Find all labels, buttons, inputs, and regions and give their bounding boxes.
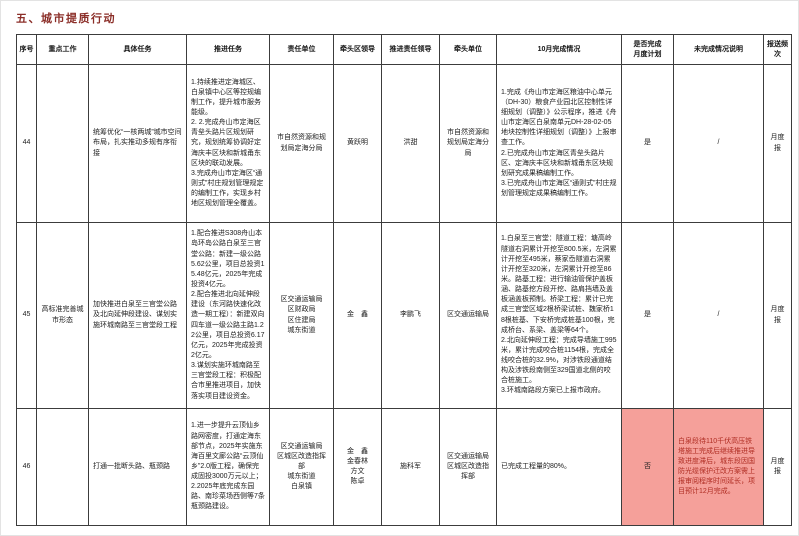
cell-r0-c7: 市自然资源和规划局定海分局 bbox=[439, 64, 497, 223]
header-cell-10: 未完成情况说明 bbox=[673, 34, 764, 65]
cell-r2-c0: 46 bbox=[16, 408, 37, 526]
header-cell-9: 是否完成 月度计划 bbox=[621, 34, 674, 65]
cell-r0-c4: 市自然资源和规划局定海分局 bbox=[269, 64, 334, 223]
table-row: 45 高标准完善城市形态 加快推进白泉至三官堂公路及北向延伸段建设、谋划实施环城南路… bbox=[16, 222, 792, 409]
cell-r2-c1 bbox=[36, 408, 89, 526]
header-cell-2: 具体任务 bbox=[88, 34, 187, 65]
table-row: 44 统筹优化“一核两城”城市空间布局，扎实推动多规有序衔接 1.持续推进定海城区、… bbox=[16, 64, 792, 223]
header-cell-5: 牵头区领导 bbox=[333, 34, 382, 65]
cell-r1-c0: 45 bbox=[16, 222, 37, 409]
header-cell-4: 责任单位 bbox=[269, 34, 334, 65]
header-cell-8: 10月完成情况 bbox=[496, 34, 622, 65]
cell-r0-c8: 1.完成《舟山市定海区粮油中心单元（DH-30）粮食产业园北区控制性详细规划（调… bbox=[496, 64, 622, 223]
cell-r2-c4: 区交通运输局 区城区改造指挥部 城东街道 白泉镇 bbox=[269, 408, 334, 526]
page-title: 五、城市提质行动 bbox=[16, 13, 116, 25]
cell-r2-c2: 打通一批断头路、瓶颈路 bbox=[88, 408, 187, 526]
cell-r1-c11: 月度报 bbox=[763, 222, 792, 409]
cell-r1-c1: 高标准完善城市形态 bbox=[36, 222, 89, 409]
cell-r0-c10: / bbox=[673, 64, 764, 223]
cell-r2-c3: 1.进一步提升云顶仙乡路网密度，打通定海东部节点，2025年实施东海百里文廊公路… bbox=[186, 408, 270, 526]
cell-r2-c9: 否 bbox=[621, 408, 674, 526]
header-cell-1: 重点工作 bbox=[36, 34, 89, 65]
header-cell-7: 牵头单位 bbox=[439, 34, 497, 65]
table-row: 46 打通一批断头路、瓶颈路 1.进一步提升云顶仙乡路网密度，打通定海东部节点，20… bbox=[16, 408, 792, 526]
cell-r1-c6: 李鹏飞 bbox=[381, 222, 440, 409]
cell-r1-c10: / bbox=[673, 222, 764, 409]
cell-r1-c4: 区交通运输局 区财政局 区住建局 城东街道 bbox=[269, 222, 334, 409]
cell-r2-c7: 区交通运输局 区城区改造指挥部 bbox=[439, 408, 497, 526]
cell-r2-c6: 施科军 bbox=[381, 408, 440, 526]
cell-r0-c6: 洪甜 bbox=[381, 64, 440, 223]
cell-r2-c5: 金 鑫 金春林 方文 陈卓 bbox=[333, 408, 382, 526]
cell-r1-c3: 1.配合推进S308舟山本岛环岛公路白泉至三官堂公路：新建一级公路5.62公里，… bbox=[186, 222, 270, 409]
cell-r0-c1 bbox=[36, 64, 89, 223]
cell-r0-c9: 是 bbox=[621, 64, 674, 223]
header-cell-0: 序号 bbox=[16, 34, 37, 65]
cell-r2-c10: 白泉段待110千伏高压铁塔施工完成后继续推进导致进度滞后，城东段因国防光缆保护迁… bbox=[673, 408, 764, 526]
header-cell-3: 推进任务 bbox=[186, 34, 270, 65]
cell-r1-c9: 是 bbox=[621, 222, 674, 409]
header-row: 序号 重点工作 具体任务 推进任务 责任单位 牵头区领导 推进责任领导 牵头单位 10月完成情况… bbox=[16, 34, 792, 65]
cell-r2-c11: 月度报 bbox=[763, 408, 792, 526]
cell-r0-c0: 44 bbox=[16, 64, 37, 223]
cell-r1-c8: 1.白泉至三官堂：隧道工程：塘高岭隧道右洞累计开挖至800.5米，左洞累计开挖至… bbox=[496, 222, 622, 409]
cell-r2-c8: 已完成工程量的80%。 bbox=[496, 408, 622, 526]
main-table: 序号 重点工作 具体任务 推进任务 责任单位 牵头区领导 推进责任领导 牵头单位 10月完成情况… bbox=[16, 34, 792, 526]
header-cell-11: 报送频次 bbox=[763, 34, 792, 65]
cell-r1-c2: 加快推进白泉至三官堂公路及北向延伸段建设、谋划实施环城南路至三官堂段工程 bbox=[88, 222, 187, 409]
cell-r1-c5: 金 鑫 bbox=[333, 222, 382, 409]
cell-r0-c3: 1.持续推进定海城区、白泉镇中心区等控规编制工作，提升城市服务能级。 2. 2.… bbox=[186, 64, 270, 223]
cell-r0-c5: 黄跃明 bbox=[333, 64, 382, 223]
cell-r0-c2: 统筹优化“一核两城”城市空间布局，扎实推动多规有序衔接 bbox=[88, 64, 187, 223]
cell-r0-c11: 月度报 bbox=[763, 64, 792, 223]
header-cell-6: 推进责任领导 bbox=[381, 34, 440, 65]
cell-r1-c7: 区交通运输局 bbox=[439, 222, 497, 409]
